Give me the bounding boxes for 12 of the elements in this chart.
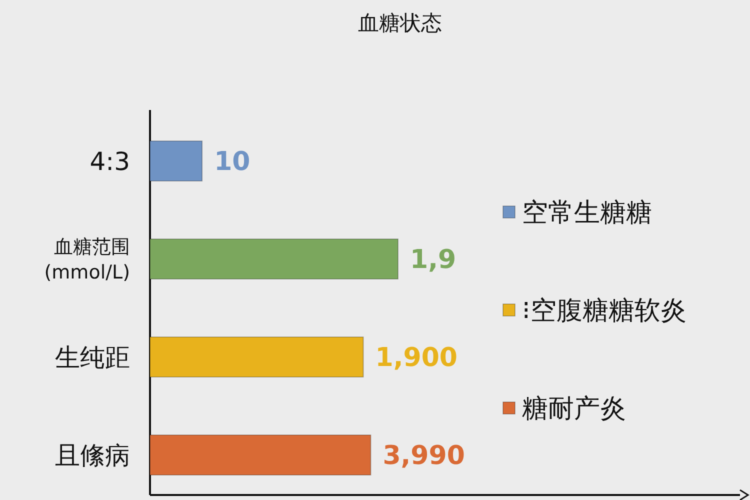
chart-title: 血糖状态	[358, 11, 442, 35]
y-tick-label: 4:3	[90, 146, 130, 176]
y-tick-label: 血糖范围 (mmol/L)	[44, 236, 130, 284]
legend-label: 空常生糖糖	[522, 198, 652, 228]
y-tick-label: 生纯距	[55, 342, 130, 372]
legend-label: ⁝空腹糖糖软炎	[522, 296, 686, 326]
annotation: 1,900	[375, 343, 458, 373]
y-tick-label: 且絛病	[55, 440, 130, 470]
annotation: 1,9	[410, 245, 456, 275]
annotation: 3,990	[382, 441, 465, 471]
annotation: 10	[214, 147, 250, 177]
legend-label: 糖耐产炎	[522, 394, 626, 424]
